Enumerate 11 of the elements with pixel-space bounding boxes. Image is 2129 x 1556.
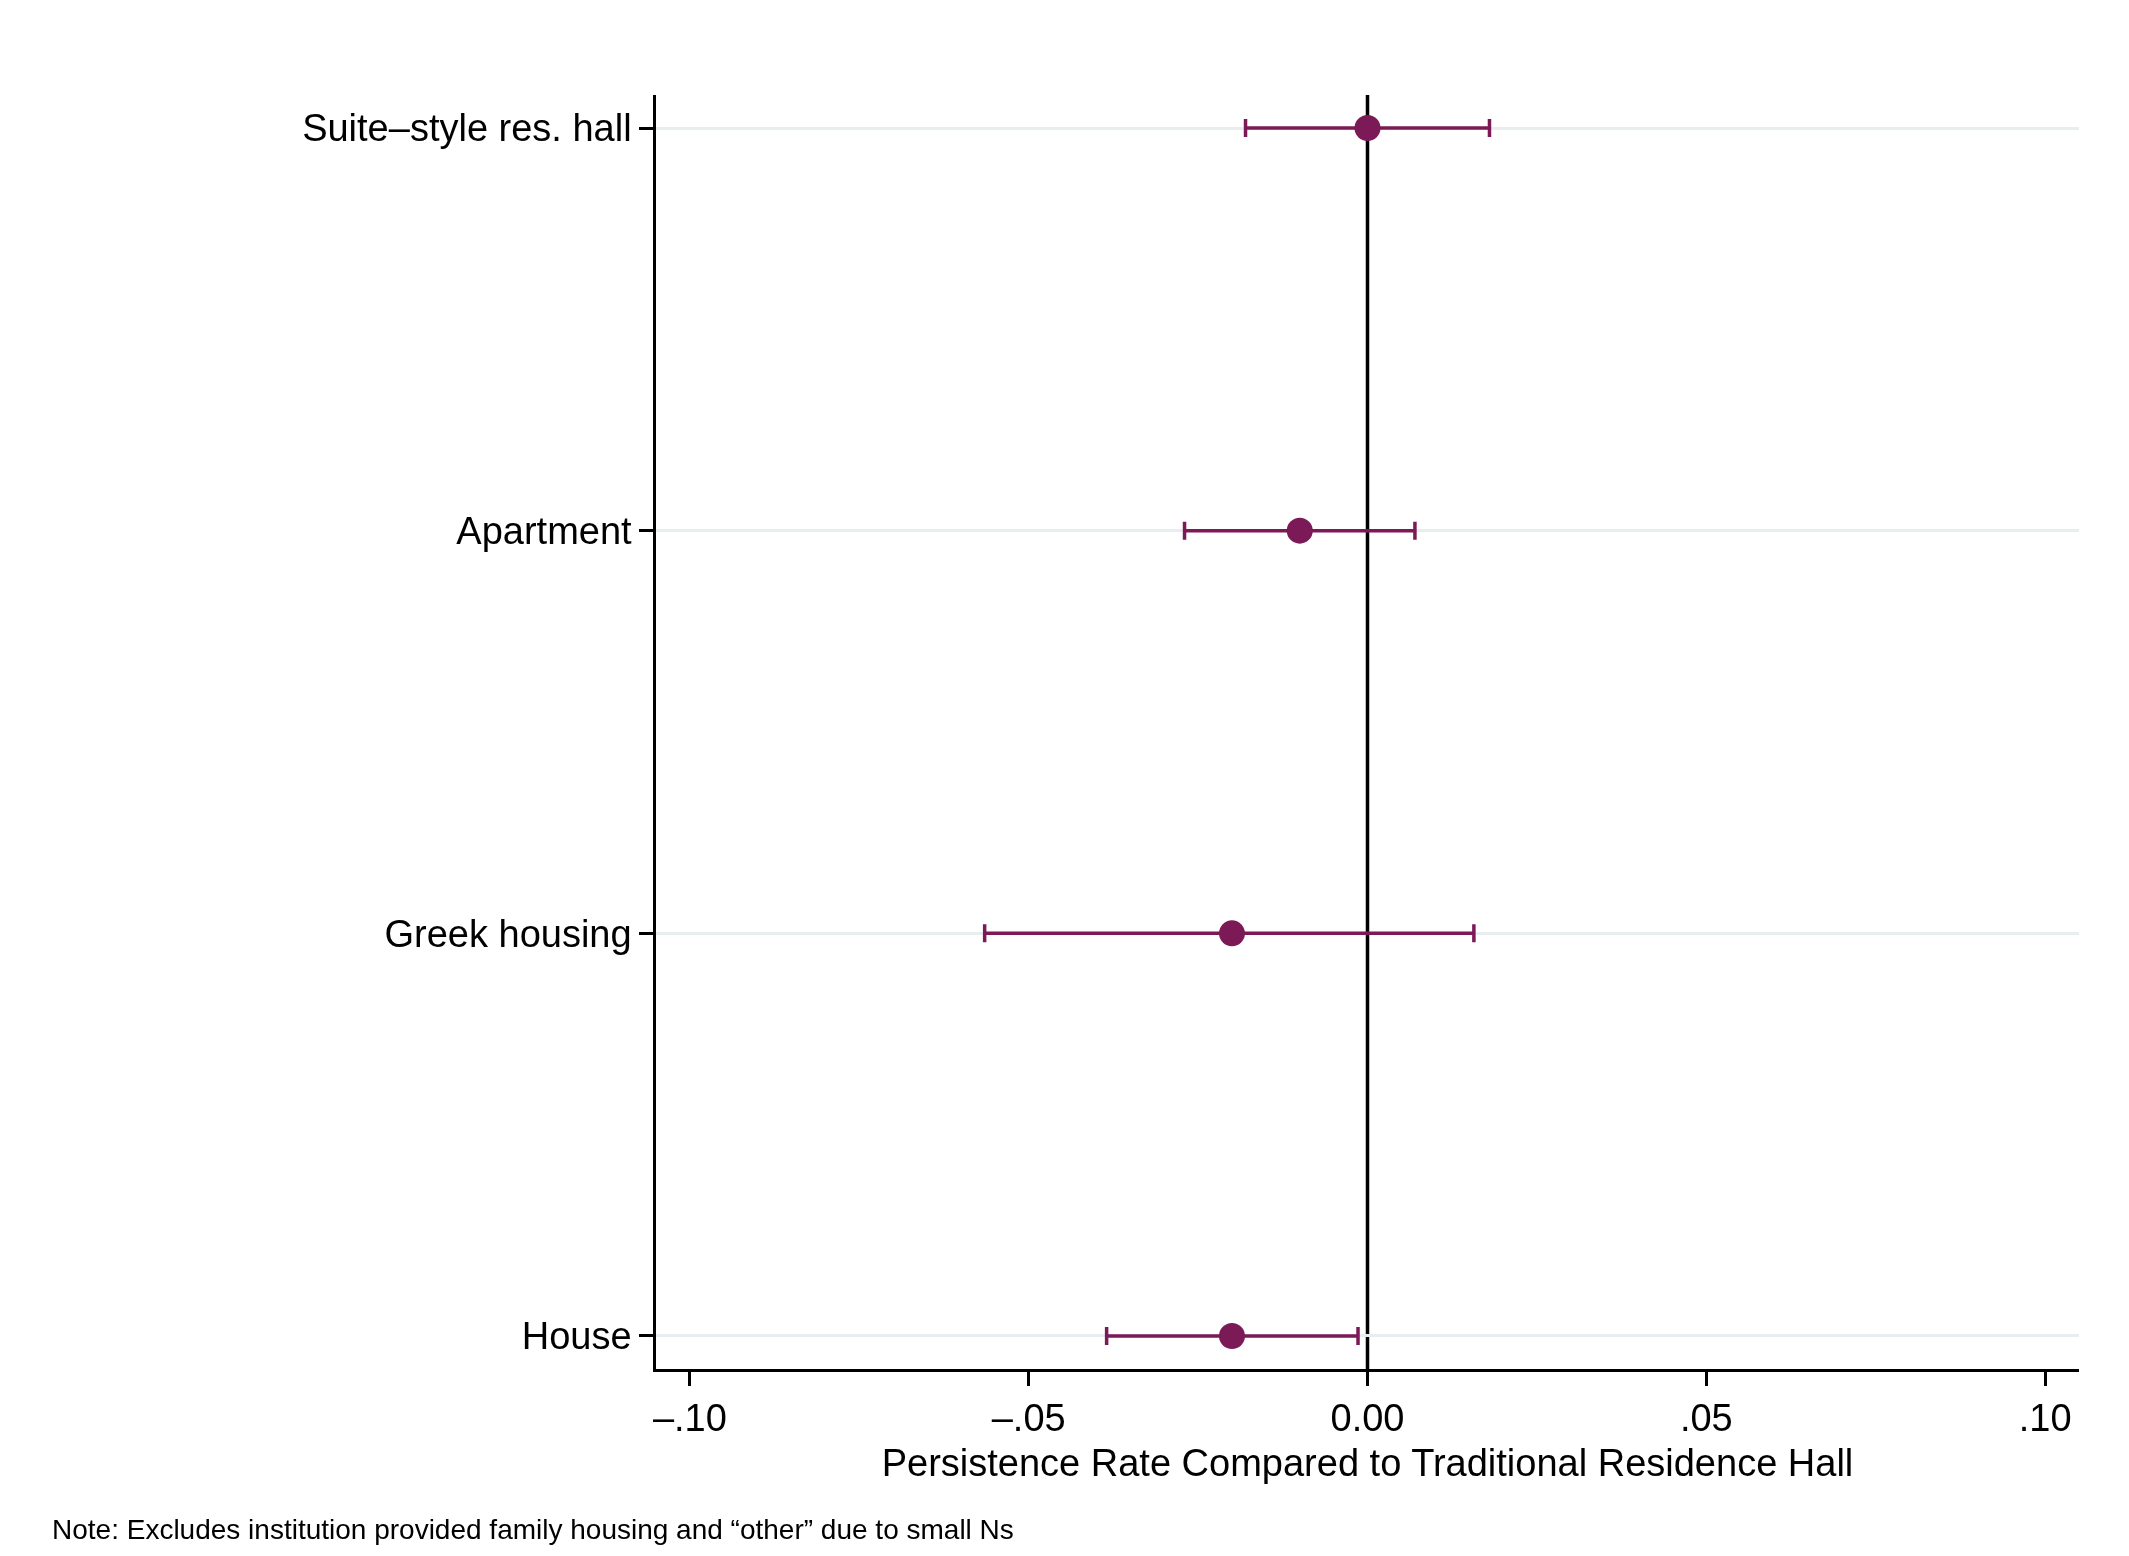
x-tick-label: .05 bbox=[1679, 1397, 1733, 1440]
y-tick-label: Greek housing bbox=[384, 912, 632, 955]
x-tick-label: 0.00 bbox=[1330, 1397, 1405, 1440]
y-tick-label: Apartment bbox=[456, 509, 633, 552]
x-tick-label: –.05 bbox=[991, 1397, 1066, 1440]
x-axis-title: Persistence Rate Compared to Traditional Residence Hall bbox=[881, 1442, 1854, 1485]
text: Note: Excludes institution provided family housing and “other” due to small Ns bbox=[52, 1514, 1014, 1545]
x-tick-label: –.10 bbox=[652, 1397, 727, 1440]
x-tick-label: .10 bbox=[2018, 1397, 2072, 1440]
y-tick-label: House bbox=[521, 1315, 632, 1358]
y-tick-label: Suite–style res. hall bbox=[302, 107, 632, 150]
